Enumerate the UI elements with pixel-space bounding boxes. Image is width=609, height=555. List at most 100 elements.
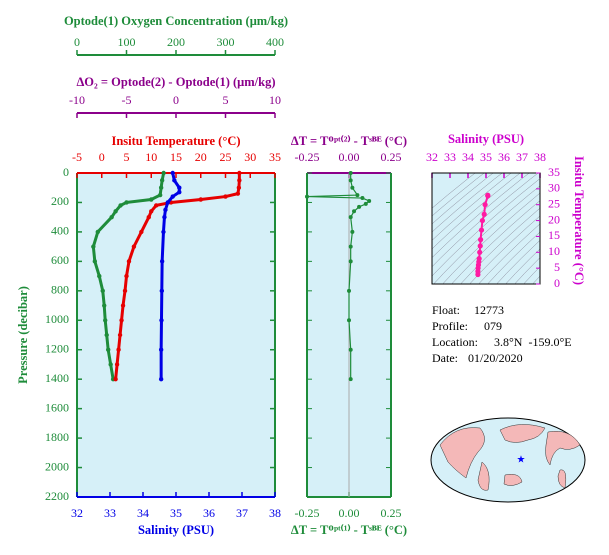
x-tick-label: 35 [170,506,182,520]
x-tick-label: -5 [72,150,82,164]
delta-point [367,198,372,203]
x-tick-label: 10 [269,93,281,107]
delta-point [355,193,360,198]
delta-point [348,259,353,264]
profile-point [159,288,165,294]
x-tick-label: 0 [74,35,80,49]
x-tick-label: 38 [269,506,281,520]
profile-point [146,214,151,220]
density-contour [432,173,539,268]
profile-point [149,209,154,214]
profile-point [223,194,228,199]
profile-point [118,203,123,208]
delta-point [348,347,353,352]
density-contour [487,231,540,284]
profile-point [102,303,107,308]
profile-point [126,259,132,264]
x-tick-label: 34 [137,506,149,520]
density-contour [432,173,521,250]
profile-point [154,203,159,208]
x-axis-title: ΔT = Tᴼᵖᵗ⁽¹⁾ - Tˢᴮᴱ (°C) [291,523,407,537]
density-contour [442,192,540,284]
plot-background [77,173,275,497]
delta-point [348,244,353,249]
x-tick-label: 400 [266,35,284,49]
y-tick-label: 2000 [45,459,69,473]
y-tick-label: 20 [548,212,560,226]
density-contour [505,248,540,284]
density-contour [433,185,540,284]
x-tick-label: 37 [236,506,248,520]
density-contour [432,173,476,209]
map-land [545,431,581,466]
x-tick-label: 0.00 [339,506,360,520]
profile-point [103,318,108,323]
y-axis-title: Insitu Temperature (°C) [572,156,586,285]
info-label: Profile: [432,319,468,333]
x-tick-label: 32 [71,506,83,520]
x-tick-label: 15 [170,150,182,164]
profile-point [170,170,175,176]
profile-point [120,303,126,308]
info-value: 12773 [474,303,504,317]
y-tick-label: 25 [548,196,560,210]
y-tick-label: 400 [51,224,69,238]
delta-point [347,288,351,293]
profile-point [100,288,105,294]
x-axis-title: Insitu Temperature (°C) [111,134,240,148]
x-tick-label: 300 [217,35,235,49]
profile-point [157,192,163,198]
info-value: 079 [484,319,502,333]
plot-background [432,173,540,284]
float-location-star: ★ [517,454,526,465]
profile-point [105,347,111,352]
profile-point [119,318,124,323]
ts-point [477,249,483,255]
x-tick-label: 0 [99,150,105,164]
delta-point [360,196,365,201]
density-contour [432,173,494,225]
delta-point [350,185,355,190]
x-tick-label: 0.25 [381,506,402,520]
x-tick-label: 100 [118,35,136,49]
ts-point [481,211,487,217]
info-label: Location: [432,335,478,349]
profile-point [109,214,114,220]
y-tick-label: 200 [51,194,69,208]
x-tick-label: 33 [444,150,456,164]
profile-point [131,244,137,249]
x-tick-label: -10 [69,93,85,107]
x-tick-label: 5 [124,150,130,164]
delta-point [348,178,353,183]
x-tick-label: 38 [534,150,546,164]
y-tick-label: 35 [548,165,560,179]
map-land [499,424,546,443]
delta-point [348,377,353,382]
profile-point [237,178,242,183]
profile-point [161,170,166,176]
profile-point [159,259,165,264]
x-tick-label: 36 [498,150,510,164]
x-tick-label: 5 [223,93,229,107]
x-tick-label: 35 [269,150,281,164]
ts-point [477,243,483,249]
y-tick-label: 10 [548,244,560,258]
y-tick-label: 1600 [45,400,69,414]
info-value: 01/20/2020 [468,351,523,365]
x-axis-title: ΔT = Tᴼᵖᵗ⁽²⁾ - Tˢᴮᴱ (°C) [291,134,407,148]
profile-point [235,191,241,196]
y-tick-label: 2200 [45,489,69,503]
x-axis-title: Salinity (PSU) [138,523,214,537]
profile-point [170,194,175,199]
x-tick-label: -0.25 [295,506,320,520]
x-axis-title: Optode(1) Oxygen Concentration (μm/kg) [64,14,288,28]
y-tick-label: 800 [51,283,69,297]
y-tick-label: 1400 [45,371,69,385]
map-land [503,474,523,486]
x-tick-label: 200 [167,35,185,49]
density-contour [432,173,485,217]
profile-point [139,229,144,235]
delta-point [305,194,309,199]
profile-point [116,347,121,352]
profile-point [163,207,168,213]
